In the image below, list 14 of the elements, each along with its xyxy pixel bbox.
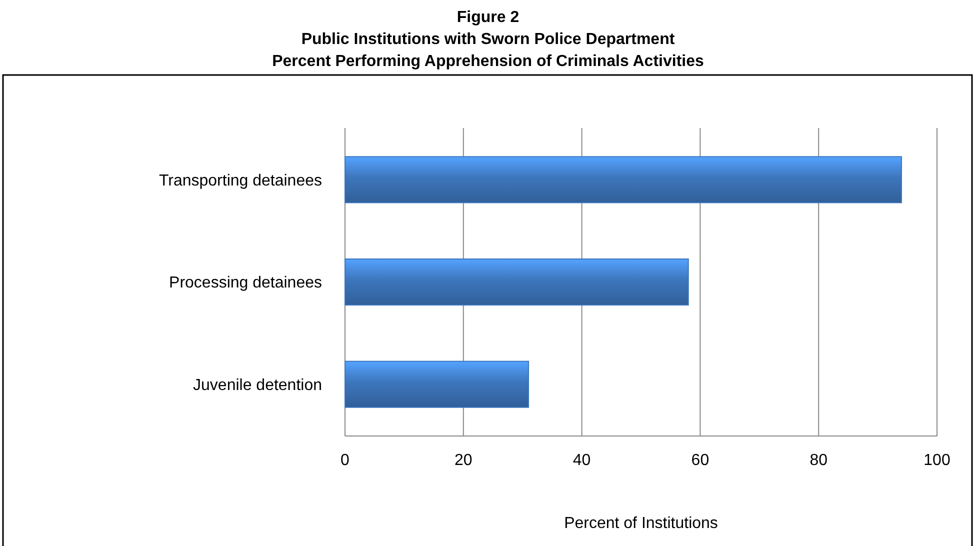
x-tick-label: 80 [810, 452, 828, 469]
y-tick-label: Juvenile detention [193, 376, 322, 394]
x-tick-label: 100 [924, 452, 950, 469]
bar [344, 360, 530, 408]
x-tick-label: 60 [691, 452, 710, 469]
x-tick-label: 20 [454, 452, 472, 469]
bar [344, 258, 689, 306]
x-tick-label: 40 [572, 452, 591, 469]
y-tick-label: Transporting detainees [158, 172, 322, 190]
x-axis-title: Percent of Institutions [564, 515, 718, 532]
x-tick-label: 0 [340, 452, 350, 469]
chart-title: Figure 2 Public Institutions with Sworn Police Department Percent Performing Apprehension of Criminals Activities [272, 9, 704, 70]
y-tick-label: Processing detainees [169, 274, 322, 292]
bar [344, 156, 902, 204]
